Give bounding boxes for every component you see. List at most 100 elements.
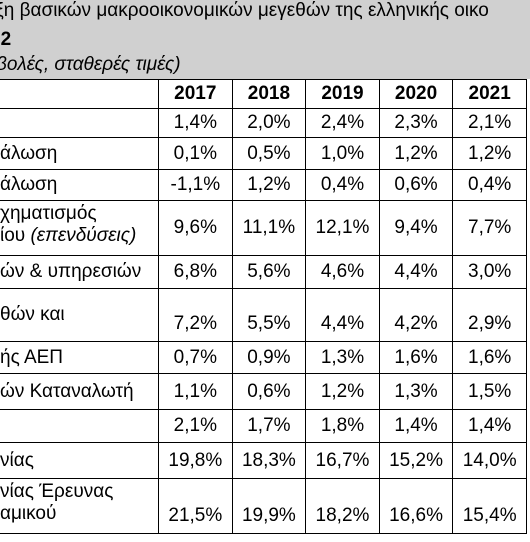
row-label <box>0 108 160 138</box>
table-row: ής ΑΕΠ 0,7% 0,9% 1,3% 1,6% 1,6% <box>0 341 527 374</box>
row-label-text: άλωση <box>0 142 58 164</box>
table-row: νίας Έρευνας αμικού 21,5% 19,9% 18,2% 16,6% 15… <box>0 478 527 534</box>
table-row: χηματισμός ίου (επενδύσεις) 9,6% 11,1% 12,1%… <box>0 200 527 256</box>
value-cell: 5,5% <box>231 288 307 342</box>
value-cell: 1,5% <box>452 373 527 410</box>
value-cell: 1,4% <box>452 409 527 443</box>
row-label-text: ίου <box>0 225 26 246</box>
value-cell: 12,1% <box>305 200 380 256</box>
value-cell: 15,4% <box>452 478 527 534</box>
row-label: ών & υπηρεσιών <box>0 255 160 289</box>
value-cell: 7,2% <box>158 288 233 342</box>
table-row: ών Καταναλωτή 1,1% 0,6% 1,2% 1,3% 1,5% <box>0 373 527 410</box>
value-cell: 1,3% <box>305 341 380 374</box>
caption-title: ιξη βασικών μακροοικονομικών μεγεθών της… <box>0 0 489 21</box>
caption-units: βολές, σταθερές τιμές) <box>0 54 181 75</box>
value-cell: 4,4% <box>378 255 454 289</box>
value-cell: 5,6% <box>231 255 307 289</box>
year-header: 2017 <box>158 79 233 109</box>
table-row: νίας 19,8% 18,3% 16,7% 15,2% 14,0% <box>0 442 527 479</box>
value-cell: 1,2% <box>378 137 454 170</box>
table-row: θών και 7,2% 5,5% 4,4% 4,2% 2,9% <box>0 288 527 342</box>
row-label <box>0 409 160 443</box>
caption-period: 22 <box>0 29 12 50</box>
value-cell: 0,5% <box>231 137 307 170</box>
year-header: 2021 <box>452 79 527 109</box>
value-cell: 4,4% <box>305 288 380 342</box>
row-label: ών Καταναλωτή <box>0 373 160 410</box>
table-caption: ιξη βασικών μακροοικονομικών μεγεθών της… <box>0 0 530 79</box>
value-cell: 11,1% <box>231 200 307 256</box>
value-cell: 9,4% <box>378 200 454 256</box>
value-cell: 14,0% <box>452 442 527 479</box>
value-cell: 1,6% <box>452 341 527 374</box>
value-cell: 6,8% <box>158 255 233 289</box>
value-cell: 2,9% <box>452 288 527 342</box>
row-label: θών και <box>0 288 160 342</box>
row-label-note: (επενδύσεις) <box>25 225 137 246</box>
value-cell: 1,2% <box>305 373 380 410</box>
table-row: ών & υπηρεσιών 6,8% 5,6% 4,6% 4,4% 3,0% <box>0 255 527 289</box>
row-label: άλωση <box>0 169 160 201</box>
row-label-text: ής ΑΕΠ <box>0 346 64 368</box>
value-cell: 1,2% <box>231 169 307 201</box>
table-row: 1,4% 2,0% 2,4% 2,3% 2,1% <box>0 108 527 138</box>
value-cell: 0,4% <box>305 169 380 201</box>
year-header: 2018 <box>231 79 307 109</box>
value-cell: 16,6% <box>378 478 454 534</box>
year-header: 2020 <box>378 79 454 109</box>
table-row: άλωση 0,1% 0,5% 1,0% 1,2% 1,2% <box>0 137 527 170</box>
row-label: νίας Έρευνας αμικού <box>0 478 160 534</box>
value-cell: 0,1% <box>158 137 233 170</box>
value-cell: 1,0% <box>305 137 380 170</box>
value-cell: -1,1% <box>158 169 233 201</box>
value-cell: 0,6% <box>378 169 454 201</box>
row-label-text: ών Καταναλωτή <box>0 380 134 402</box>
value-cell: 3,0% <box>452 255 527 289</box>
value-cell: 1,8% <box>305 409 380 443</box>
table-row: 2,1% 1,7% 1,8% 1,4% 1,4% <box>0 409 527 443</box>
value-cell: 19,8% <box>158 442 233 479</box>
value-cell: 1,6% <box>378 341 454 374</box>
value-cell: 2,1% <box>158 409 233 443</box>
value-cell: 1,1% <box>158 373 233 410</box>
value-cell: 1,7% <box>231 409 307 443</box>
value-cell: 4,6% <box>305 255 380 289</box>
value-cell: 2,1% <box>452 108 527 138</box>
value-cell: 1,4% <box>378 409 454 443</box>
row-label: χηματισμός ίου (επενδύσεις) <box>0 200 160 256</box>
value-cell: 0,6% <box>231 373 307 410</box>
value-cell: 0,9% <box>231 341 307 374</box>
value-cell: 16,7% <box>305 442 380 479</box>
value-cell: 21,5% <box>158 478 233 534</box>
value-cell: 15,2% <box>378 442 454 479</box>
row-label: ής ΑΕΠ <box>0 341 160 374</box>
value-cell: 1,4% <box>158 108 233 138</box>
year-header: 2019 <box>305 79 380 109</box>
header-label-cell <box>0 79 160 109</box>
value-cell: 1,3% <box>378 373 454 410</box>
row-label-text: θών και <box>0 304 65 325</box>
row-label-text: άλωση <box>0 174 58 195</box>
row-label-text: ών & υπηρεσιών <box>0 261 142 282</box>
header-row: 2017 2018 2019 2020 2021 <box>0 79 527 109</box>
value-cell: 4,2% <box>378 288 454 342</box>
value-cell: 18,3% <box>231 442 307 479</box>
value-cell: 2,3% <box>378 108 454 138</box>
row-label-text: χηματισμός <box>0 203 97 224</box>
macro-indicators-table: 2017 2018 2019 2020 2021 1,4% 2,0% 2,4% 2,3… <box>0 79 527 534</box>
value-cell: 1,2% <box>452 137 527 170</box>
value-cell: 19,9% <box>231 478 307 534</box>
row-label-text: νίας Έρευνας <box>0 481 114 502</box>
value-cell: 0,7% <box>158 341 233 374</box>
value-cell: 2,4% <box>305 108 380 138</box>
value-cell: 7,7% <box>452 200 527 256</box>
value-cell: 9,6% <box>158 200 233 256</box>
value-cell: 2,0% <box>231 108 307 138</box>
value-cell: 0,4% <box>452 169 527 201</box>
row-label: νίας <box>0 442 160 479</box>
row-label-text: νίας <box>0 449 34 471</box>
row-label-text: αμικού <box>0 503 57 524</box>
row-label: άλωση <box>0 137 160 170</box>
value-cell: 18,2% <box>305 478 380 534</box>
